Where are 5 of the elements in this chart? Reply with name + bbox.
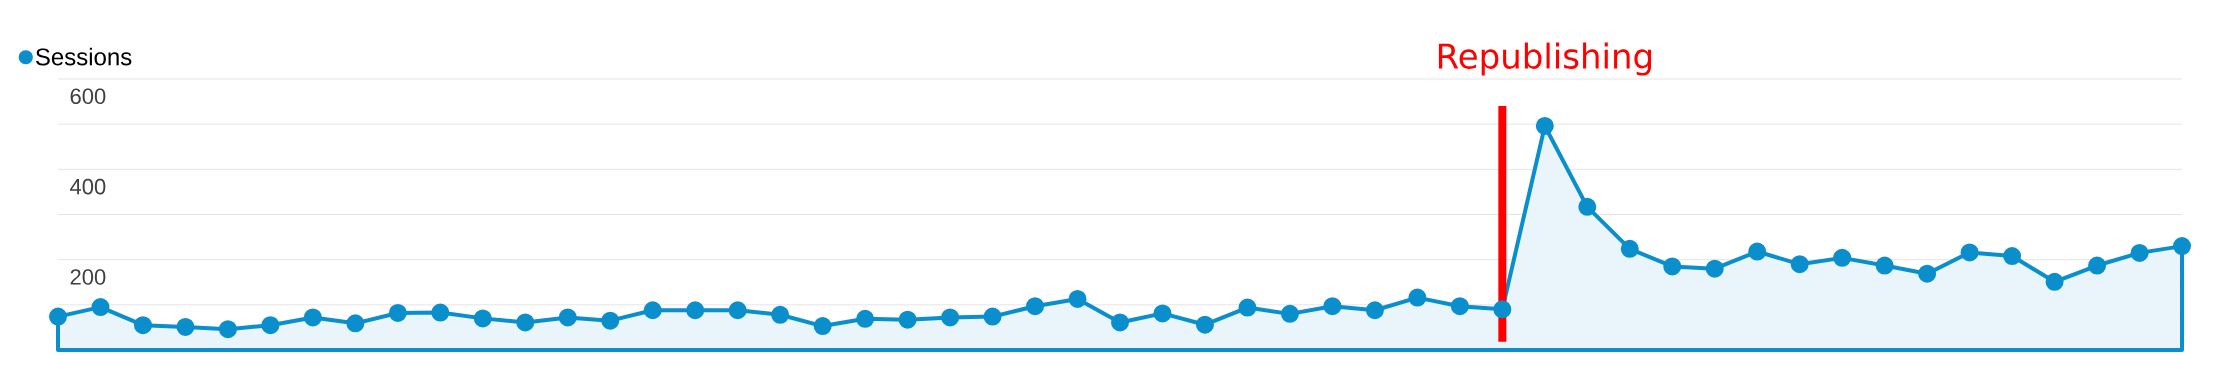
y-tick-label: 400 xyxy=(70,178,106,195)
y-tick-label: 200 xyxy=(70,269,106,285)
legend-label: Sessions xyxy=(35,47,132,66)
text: Republishing xyxy=(1438,42,1652,76)
y-tick-label: 600 xyxy=(70,88,106,105)
